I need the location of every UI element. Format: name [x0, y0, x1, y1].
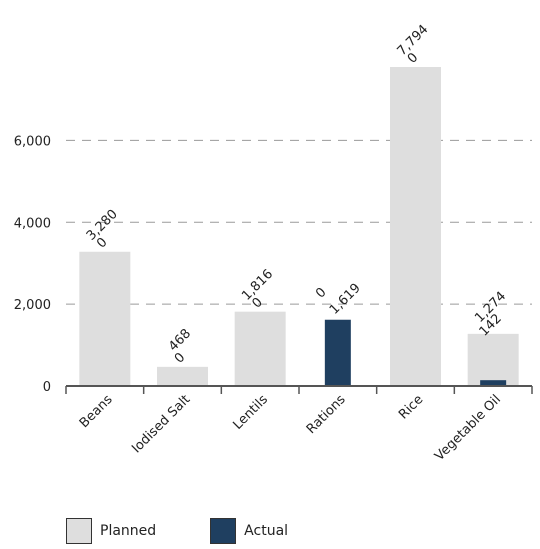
x-category-label: Rations	[304, 392, 349, 437]
data-label-actual: 0	[94, 235, 110, 251]
legend-label-planned: Planned	[100, 523, 157, 539]
y-axis: 0 2,000 4,000 6,000	[14, 134, 51, 395]
legend-item-planned[interactable]: Planned	[66, 518, 156, 544]
bar-planned	[390, 67, 441, 386]
legend-swatch-actual	[210, 518, 237, 544]
legend-swatch-planned	[66, 518, 92, 544]
data-label-planned: 0	[313, 285, 329, 301]
data-label-planned: 468	[166, 326, 194, 354]
y-tick-label: 2,000	[14, 298, 51, 313]
bar-planned	[467, 333, 519, 386]
bar-planned	[234, 311, 286, 386]
x-axis: Beans Iodised Salt Lentils Rations Rice Veget…	[65, 385, 533, 464]
bar-planned	[157, 366, 208, 386]
x-category-label: Rice	[396, 392, 426, 422]
data-label-actual: 0	[405, 50, 421, 66]
data-label-actual: 0	[172, 350, 188, 366]
y-tick-label: 6,000	[14, 134, 51, 149]
y-tick-label: 4,000	[14, 216, 51, 231]
y-tick-label: 0	[43, 380, 51, 395]
gridlines	[66, 139, 532, 305]
x-category-label: Iodised Salt	[129, 392, 193, 456]
data-label-actual: 1,619	[327, 281, 364, 318]
legend: Planned Actual	[66, 518, 342, 544]
bar-actual	[324, 319, 351, 386]
x-category-label: Lentils	[230, 392, 271, 433]
x-category-label: Beans	[77, 392, 116, 431]
bar-actual	[480, 380, 507, 386]
legend-label-actual: Actual	[244, 523, 289, 539]
bars	[79, 67, 519, 386]
x-category-label: Vegetable Oil	[432, 392, 504, 464]
legend-item-actual[interactable]: Actual	[210, 518, 288, 544]
bar-planned	[79, 251, 131, 386]
data-label-actual: 0	[249, 295, 265, 311]
